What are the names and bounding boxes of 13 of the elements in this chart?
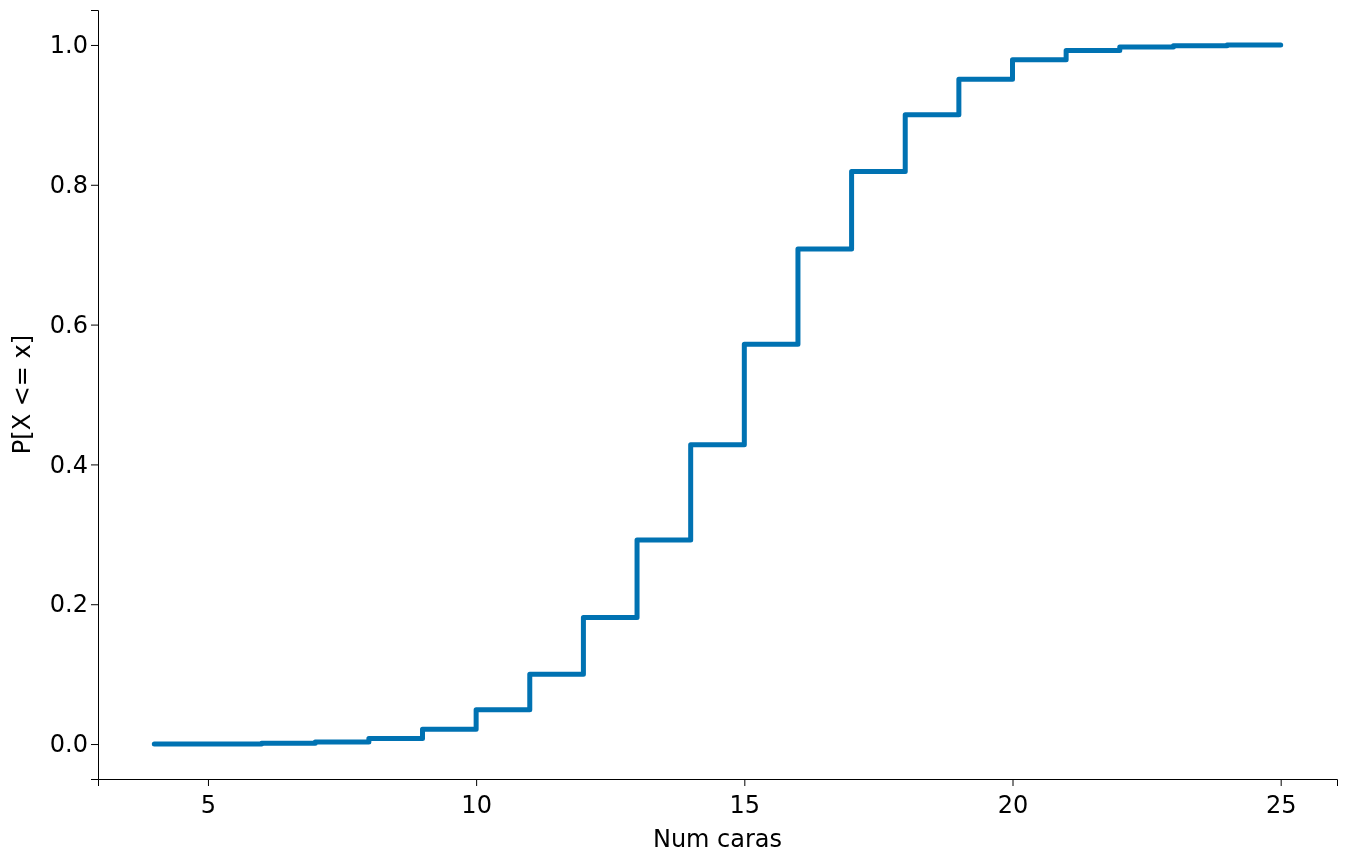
- y-tick-label: 0.0: [49, 730, 88, 759]
- y-tick-label: 0.4: [49, 450, 88, 479]
- y-tick-label: 0.6: [49, 310, 88, 339]
- x-axis-title: Num caras: [652, 825, 783, 853]
- x-tick-label: 5: [200, 791, 217, 819]
- x-tick-label: 10: [461, 791, 492, 819]
- y-tick-label: 1.0: [49, 31, 88, 60]
- x-tick-label: 20: [997, 791, 1029, 819]
- y-tick-label: 0.2: [49, 590, 88, 619]
- x-tick-label: 25: [1265, 791, 1297, 819]
- y-axis-title: P[X <= x]: [8, 334, 36, 455]
- x-tick-label: 15: [729, 791, 761, 819]
- y-tick-label: 0.8: [49, 170, 88, 199]
